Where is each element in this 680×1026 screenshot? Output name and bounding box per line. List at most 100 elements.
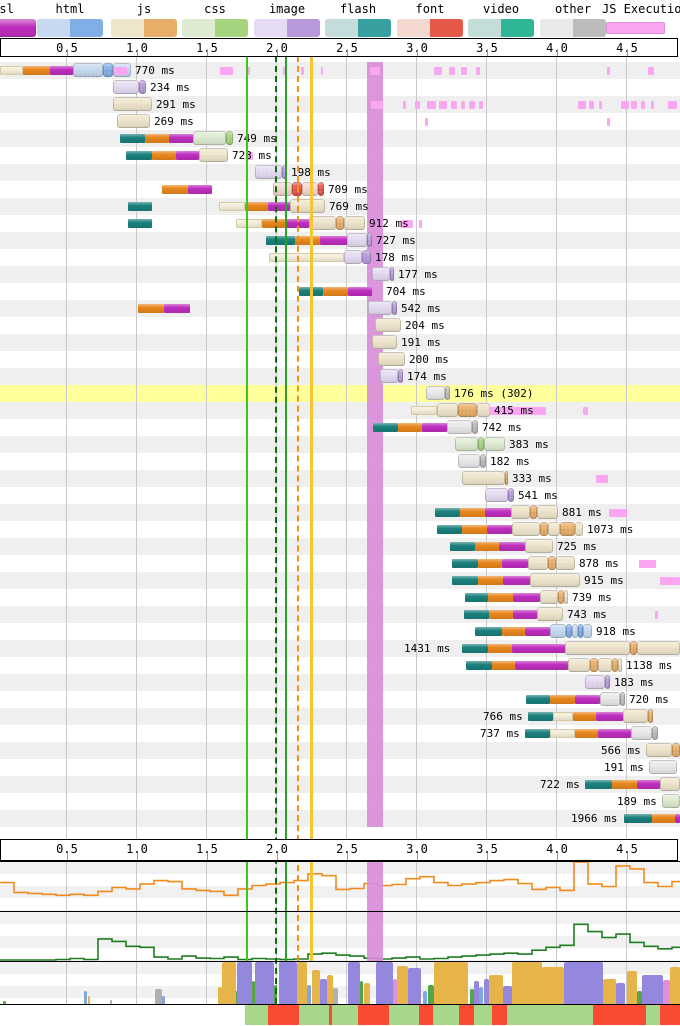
timeline-axis-top: 0.5 1.0 1.5 2.0 2.5 3.0 3.5 4.0 4.5 (0, 38, 678, 57)
waterfall-row[interactable]: 383 ms (0, 436, 680, 453)
request-segment-js_l (660, 777, 680, 791)
waterfall-row[interactable]: 174 ms (0, 368, 680, 385)
waterfall-row[interactable]: 881 ms (0, 504, 680, 521)
gridline (136, 962, 137, 1004)
waterfall-row[interactable]: 177 ms (0, 266, 680, 283)
waterfall-row[interactable]: 415 ms (0, 402, 680, 419)
waterfall-area: 770 ms 234 ms 291 ms 269 ms 749 ms 723 ms 198 … (0, 56, 680, 839)
request-time-label: 918 ms (596, 625, 636, 638)
request-segment-connect (23, 66, 50, 75)
waterfall-row[interactable]: 178 ms (0, 249, 680, 266)
main-thread-spike (222, 962, 236, 1004)
js-execution-mark-icon (283, 67, 287, 75)
waterfall-row[interactable]: 191 ms (0, 334, 680, 351)
progress-segment-green (389, 1005, 419, 1025)
waterfall-row[interactable]: 915 ms (0, 572, 680, 589)
js-execution-mark-icon (246, 67, 250, 75)
waterfall-row[interactable]: 182 ms (0, 453, 680, 470)
request-segment-img_d (398, 369, 403, 383)
waterfall-row[interactable]: 766 ms (0, 708, 680, 725)
waterfall-row[interactable]: 918 ms (0, 623, 680, 640)
waterfall-row[interactable]: 1431 ms (0, 640, 680, 657)
waterfall-row[interactable]: 878 ms (0, 555, 680, 572)
legend-swatch-icon (254, 19, 320, 37)
request-segment-ssl (513, 593, 540, 602)
waterfall-row[interactable]: 739 ms (0, 589, 680, 606)
waterfall-row[interactable]: 769 ms (0, 198, 680, 215)
gridline (416, 862, 417, 911)
waterfall-row[interactable]: 200 ms (0, 351, 680, 368)
request-segment-ssl (268, 202, 290, 211)
js-execution-mark-icon (655, 611, 658, 619)
waterfall-row[interactable]: 725 ms (0, 538, 680, 555)
waterfall-row[interactable]: 1966 ms (0, 810, 680, 827)
waterfall-row[interactable]: 541 ms (0, 487, 680, 504)
request-time-label: 769 ms (329, 200, 369, 213)
waterfall-row[interactable]: 722 ms (0, 776, 680, 793)
waterfall-row[interactable]: 720 ms (0, 691, 680, 708)
legend-item-font: font (397, 2, 463, 38)
js-execution-mark-icon (476, 67, 480, 75)
waterfall-row[interactable]: 176 ms (302) (0, 385, 680, 402)
waterfall-row[interactable]: 191 ms (0, 759, 680, 776)
waterfall-row[interactable]: 198 ms (0, 164, 680, 181)
request-time-label: 191 ms (604, 761, 644, 774)
legend-swatch-light (468, 19, 501, 37)
legend-swatch-dark (358, 19, 391, 37)
gridline (136, 912, 137, 961)
waterfall-row[interactable]: 709 ms (0, 181, 680, 198)
request-segment-connect (478, 559, 502, 568)
request-segment-js_l (537, 505, 558, 519)
request-time-label: 704 ms (386, 285, 426, 298)
js-execution-mark-icon (439, 101, 447, 109)
request-segment-connect (488, 644, 512, 653)
waterfall-row[interactable]: 189 ms (0, 793, 680, 810)
waterfall-row[interactable]: 912 ms (0, 215, 680, 232)
waterfall-row[interactable]: 704 ms (0, 283, 680, 300)
waterfall-row[interactable]: 234 ms (0, 79, 680, 96)
waterfall-row[interactable]: 333 ms (0, 470, 680, 487)
waterfall-row[interactable]: 723 ms (0, 147, 680, 164)
request-segment-js_d (560, 522, 575, 536)
gridline (66, 862, 67, 911)
request-segment-js_l (548, 522, 560, 536)
request-segment-js_l (113, 97, 152, 111)
js-execution-mark-icon (479, 101, 483, 109)
waterfall-row[interactable]: 542 ms (0, 300, 680, 317)
waterfall-row[interactable]: 749 ms (0, 130, 680, 147)
js-execution-mark-icon (578, 101, 586, 109)
row-stripe (0, 351, 680, 368)
request-segment-connect (575, 729, 598, 738)
legend-swatch-shine (0, 19, 36, 37)
waterfall-row[interactable]: 1073 ms (0, 521, 680, 538)
axis-tick-label: 3.0 (406, 842, 428, 856)
request-segment-img_d (367, 233, 372, 247)
row-stripe (0, 419, 680, 436)
waterfall-row[interactable]: 269 ms (0, 113, 680, 130)
waterfall-row[interactable]: 737 ms (0, 725, 680, 742)
waterfall-row[interactable]: 742 ms (0, 419, 680, 436)
progress-segment-green (299, 1005, 329, 1025)
legend-label: css (204, 2, 226, 16)
waterfall-row[interactable]: 183 ms (0, 674, 680, 691)
main-thread-spike (320, 978, 327, 1004)
request-time-label: 737 ms (480, 727, 520, 740)
main-thread-spike (542, 967, 564, 1004)
progress-segment-green (245, 1005, 268, 1025)
waterfall-row[interactable]: 566 ms (0, 742, 680, 759)
request-time-label: 742 ms (482, 421, 522, 434)
waterfall-row[interactable]: 743 ms (0, 606, 680, 623)
gridline (206, 962, 207, 1004)
axis-tick-label: 4.0 (546, 842, 568, 856)
request-segment-js_d (530, 505, 537, 519)
waterfall-row[interactable]: 204 ms (0, 317, 680, 334)
request-time-label: 915 ms (584, 574, 624, 587)
main-thread-spike (663, 979, 670, 1004)
activity-band (367, 62, 383, 827)
waterfall-row[interactable]: 291 ms (0, 96, 680, 113)
waterfall-row[interactable]: 1138 ms (0, 657, 680, 674)
waterfall-row[interactable]: 770 ms (0, 62, 680, 79)
waterfall-row[interactable]: 727 ms (0, 232, 680, 249)
request-segment-wait (550, 729, 575, 738)
legend-swatch-icon (0, 19, 36, 37)
